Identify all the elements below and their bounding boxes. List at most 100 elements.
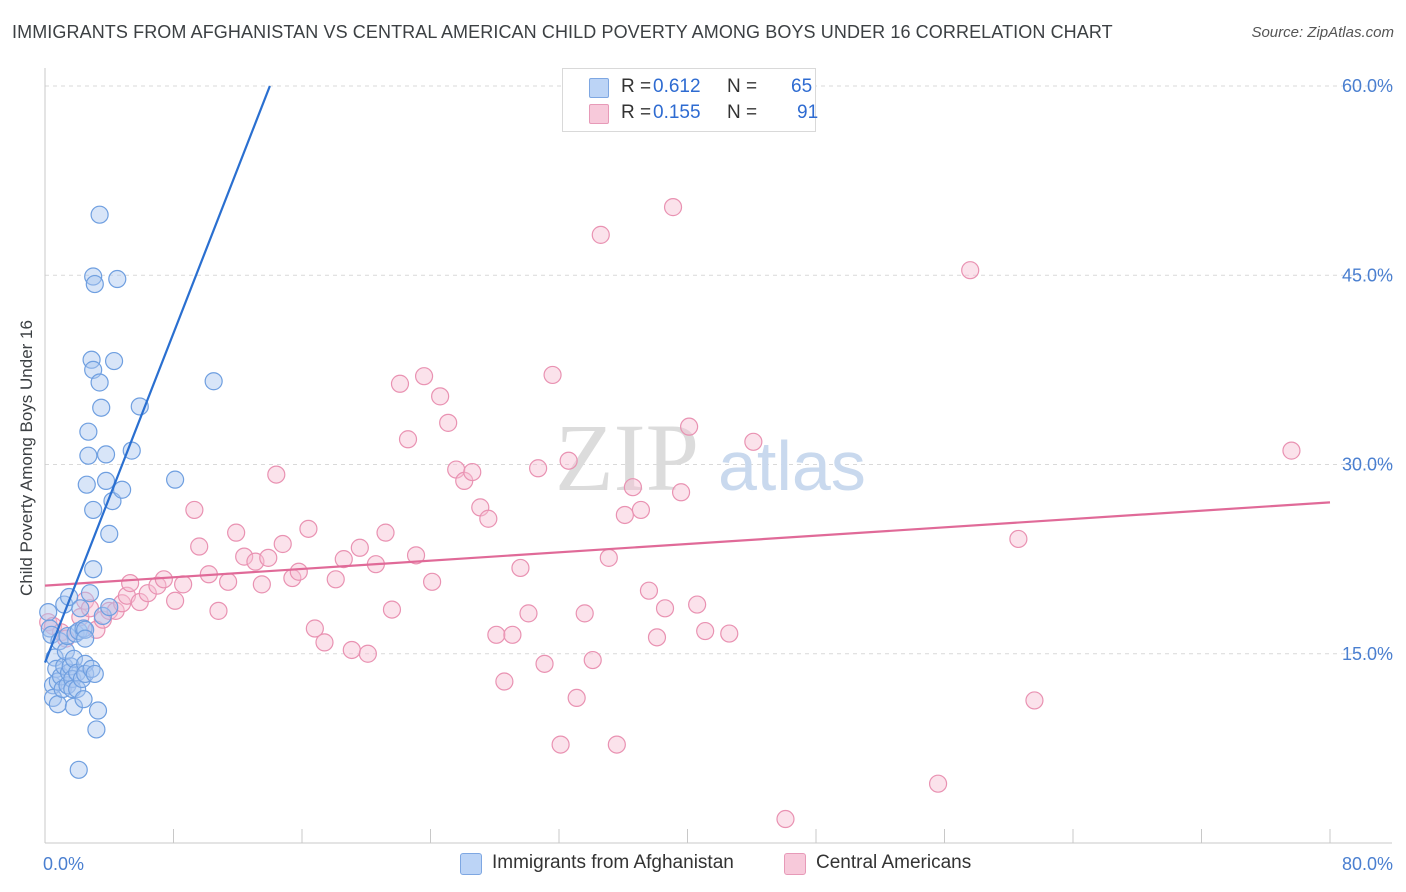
data-point-central-americans bbox=[289, 562, 308, 581]
data-point-central-americans bbox=[252, 575, 271, 594]
grid-lines bbox=[45, 85, 1392, 655]
legend-n-label: N = bbox=[727, 76, 758, 97]
bottom-legend-label-afghanistan: Immigrants from Afghanistan bbox=[492, 852, 734, 873]
legend-swatch-pink bbox=[589, 104, 609, 124]
data-point-central-americans bbox=[671, 483, 691, 502]
data-point-central-americans bbox=[235, 547, 254, 566]
data-point-central-americans bbox=[583, 650, 602, 670]
data-point-central-americans bbox=[720, 624, 739, 643]
data-point-central-americans bbox=[696, 621, 715, 641]
data-point-central-americans bbox=[315, 633, 334, 652]
data-point-central-americans bbox=[688, 595, 707, 614]
y-tick-label: 15.0% bbox=[1342, 644, 1393, 664]
bottom-legend-label-central-americans: Central Americans bbox=[816, 852, 972, 873]
axes bbox=[44, 68, 1392, 844]
data-point-central-americans bbox=[463, 462, 482, 482]
data-point-afghanistan bbox=[96, 471, 116, 491]
x-tick-label-max: 80.0% bbox=[1342, 854, 1393, 874]
data-point-afghanistan bbox=[87, 720, 106, 739]
data-point-central-americans bbox=[398, 430, 418, 449]
data-point-afghanistan bbox=[69, 760, 88, 779]
data-point-afghanistan bbox=[100, 524, 119, 543]
trend-lines bbox=[43, 85, 1331, 663]
data-point-afghanistan bbox=[68, 679, 87, 699]
data-point-afghanistan bbox=[166, 470, 185, 489]
data-point-central-americans bbox=[358, 644, 377, 663]
data-point-afghanistan bbox=[84, 500, 103, 520]
data-point-central-americans bbox=[495, 672, 514, 691]
data-point-central-americans bbox=[511, 558, 530, 578]
bottom-swatch-pink bbox=[784, 853, 806, 875]
data-point-afghanistan bbox=[88, 701, 108, 720]
data-point-afghanistan bbox=[48, 695, 67, 714]
data-point-afghanistan bbox=[104, 351, 124, 371]
data-point-central-americans bbox=[299, 519, 318, 538]
legend-swatch-blue bbox=[589, 78, 609, 98]
correlation-legend: R = 0.612 N = 65 R = 0.155 N = 91 bbox=[562, 68, 819, 132]
watermark-atlas: atlas bbox=[718, 427, 866, 505]
watermark: ZIP atlas bbox=[555, 404, 866, 511]
data-point-central-americans bbox=[190, 537, 209, 556]
legend-r-value-blue: 0.612 bbox=[653, 76, 701, 97]
data-point-central-americans bbox=[519, 604, 538, 623]
data-point-central-americans bbox=[776, 809, 795, 829]
data-point-central-americans bbox=[551, 735, 570, 754]
data-point-afghanistan bbox=[84, 267, 103, 286]
data-point-central-americans bbox=[503, 625, 522, 644]
data-point-afghanistan bbox=[90, 373, 109, 392]
afghanistan-points bbox=[39, 205, 223, 779]
data-point-central-americans bbox=[431, 387, 450, 406]
data-point-central-americans bbox=[334, 550, 353, 569]
trend-line-afghanistan bbox=[43, 85, 271, 663]
legend-r-label: R = bbox=[621, 76, 652, 97]
data-point-central-americans bbox=[121, 573, 140, 593]
central-americans-points bbox=[39, 198, 1301, 829]
data-point-afghanistan bbox=[69, 621, 88, 641]
data-point-central-americans bbox=[591, 225, 610, 244]
legend-r-label: R = bbox=[621, 102, 652, 123]
data-point-afghanistan bbox=[96, 445, 116, 464]
legend-n-value-blue: 65 bbox=[791, 76, 813, 97]
data-point-central-americans bbox=[615, 505, 634, 525]
data-point-central-americans bbox=[376, 523, 395, 542]
legend-n-value-pink: 91 bbox=[797, 102, 819, 123]
data-point-afghanistan bbox=[85, 274, 104, 294]
data-point-afghanistan bbox=[85, 664, 104, 684]
data-point-central-americans bbox=[529, 459, 548, 478]
data-point-central-americans bbox=[259, 548, 278, 567]
data-point-central-americans bbox=[744, 432, 763, 451]
data-point-afghanistan bbox=[39, 603, 58, 622]
data-point-central-americans bbox=[326, 570, 345, 589]
data-point-central-americans bbox=[655, 599, 675, 618]
data-point-central-americans bbox=[185, 500, 204, 520]
data-point-central-americans bbox=[350, 538, 369, 557]
data-point-central-americans bbox=[1025, 691, 1044, 710]
data-point-afghanistan bbox=[64, 649, 84, 668]
data-point-afghanistan bbox=[77, 475, 96, 494]
data-point-central-americans bbox=[567, 688, 586, 708]
chart-title: IMMIGRANTS FROM AFGHANISTAN VS CENTRAL A… bbox=[12, 22, 1113, 42]
data-point-central-americans bbox=[647, 628, 667, 647]
data-point-afghanistan bbox=[74, 690, 93, 709]
data-point-central-americans bbox=[1009, 529, 1028, 549]
data-point-afghanistan bbox=[100, 597, 119, 617]
data-point-central-americans bbox=[607, 735, 626, 754]
data-point-afghanistan bbox=[79, 422, 98, 441]
data-point-central-americans bbox=[219, 572, 238, 591]
data-point-central-americans bbox=[663, 198, 683, 217]
data-point-central-americans bbox=[439, 413, 458, 432]
legend-n-label: N = bbox=[727, 102, 758, 123]
data-point-afghanistan bbox=[71, 599, 90, 618]
data-point-central-americans bbox=[479, 509, 498, 528]
data-point-afghanistan bbox=[82, 659, 101, 678]
data-point-central-americans bbox=[166, 591, 185, 610]
data-point-afghanistan bbox=[64, 697, 84, 716]
data-point-afghanistan bbox=[204, 372, 223, 391]
data-point-central-americans bbox=[414, 367, 434, 386]
data-point-central-americans bbox=[227, 523, 246, 542]
data-point-central-americans bbox=[390, 374, 410, 393]
bottom-swatch-blue bbox=[460, 853, 482, 875]
data-point-afghanistan bbox=[112, 480, 132, 499]
data-point-afghanistan bbox=[92, 398, 111, 417]
